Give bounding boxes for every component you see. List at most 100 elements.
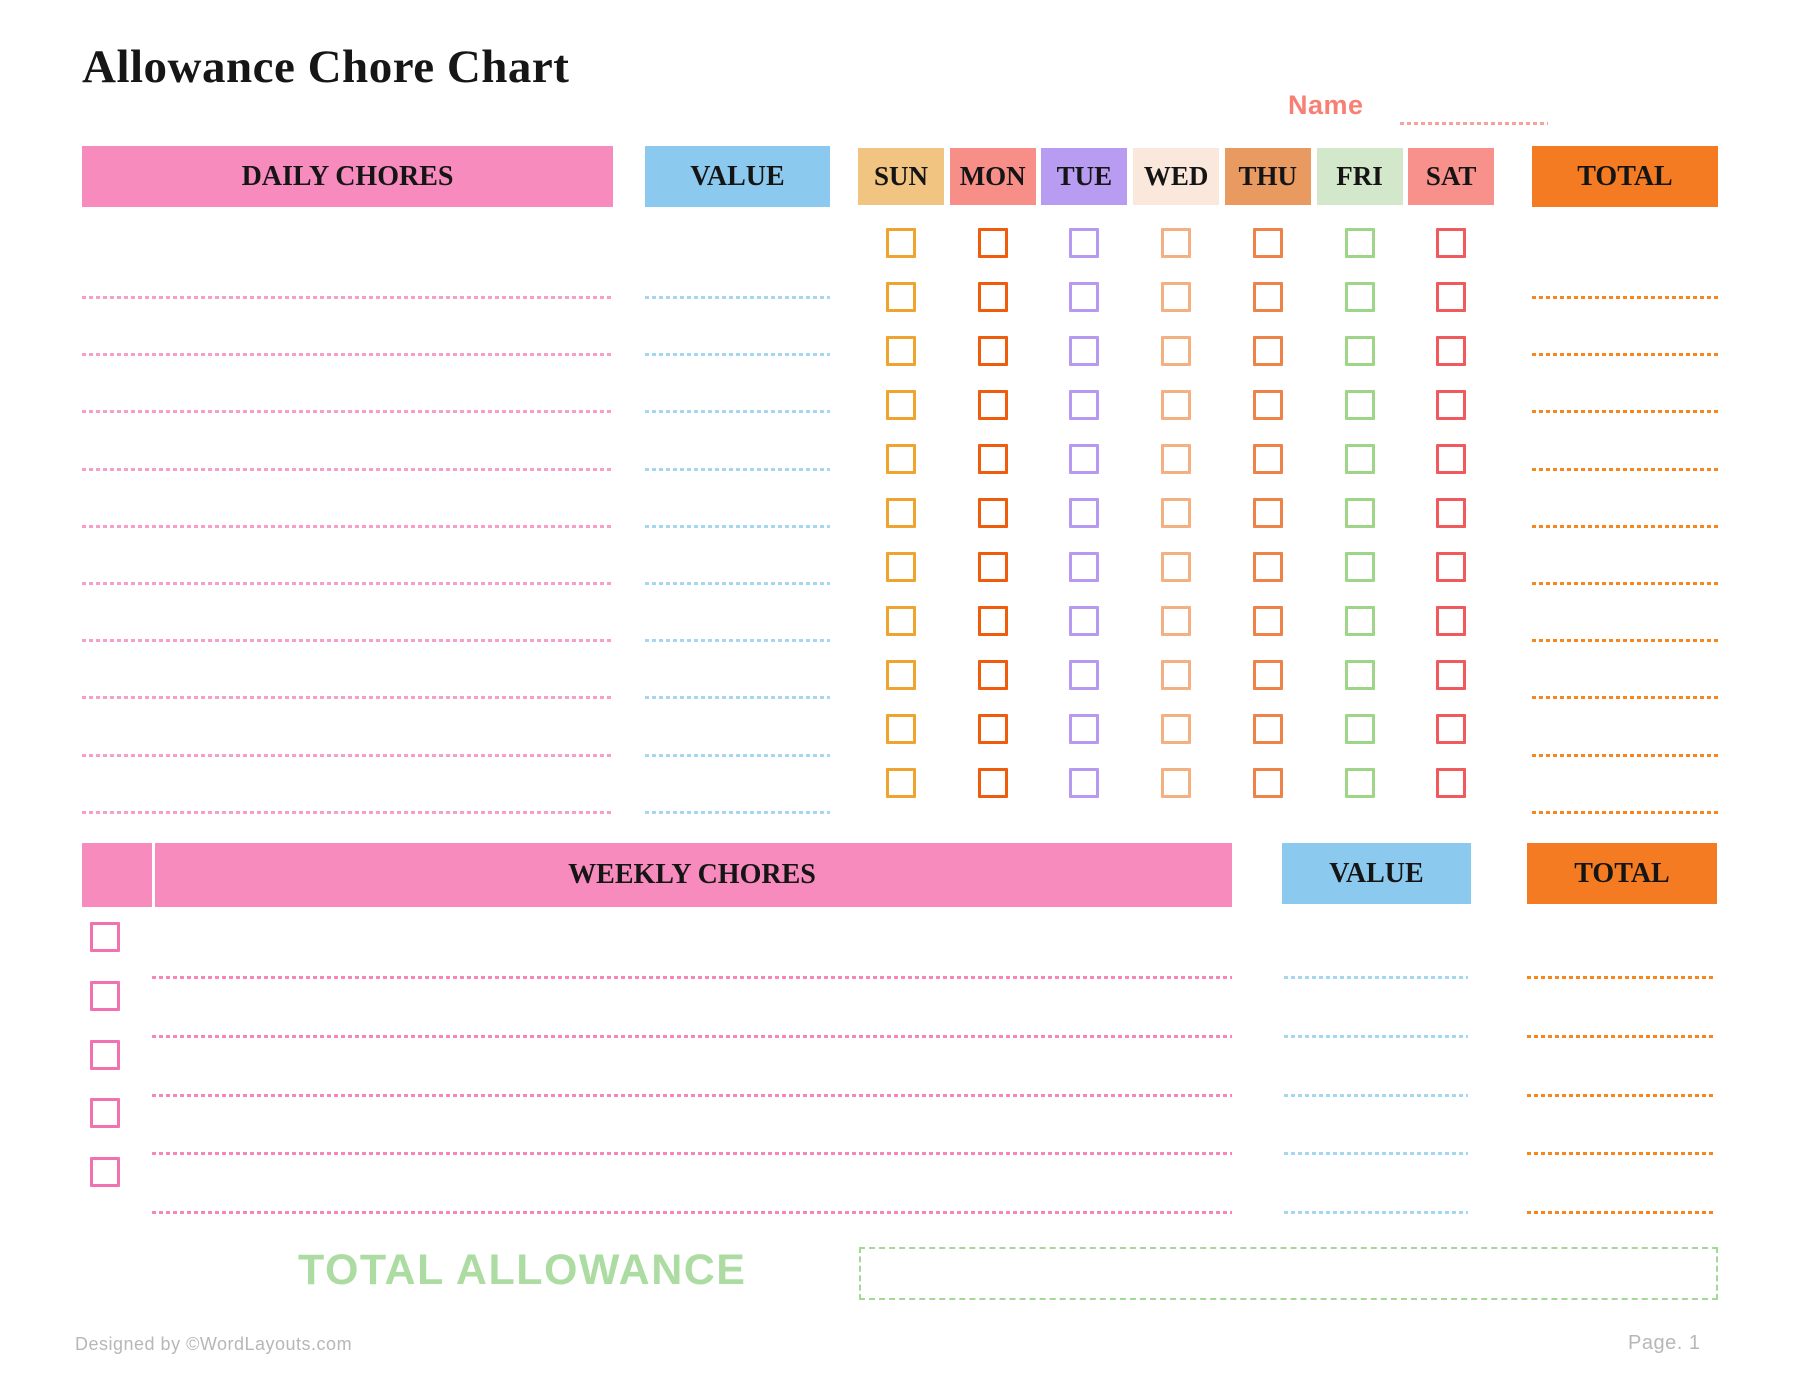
- daily-checkbox-tue-row9[interactable]: [1069, 660, 1099, 690]
- daily-checkbox-thu-row11[interactable]: [1253, 768, 1283, 798]
- daily-checkbox-mon-row1[interactable]: [978, 228, 1008, 258]
- daily-checkbox-sun-row6[interactable]: [886, 498, 916, 528]
- daily-checkbox-tue-row6[interactable]: [1069, 498, 1099, 528]
- daily-checkbox-sun-row3[interactable]: [886, 336, 916, 366]
- daily-checkbox-fri-row5[interactable]: [1345, 444, 1375, 474]
- daily-checkbox-sun-row9[interactable]: [886, 660, 916, 690]
- daily-checkbox-wed-row2[interactable]: [1161, 282, 1191, 312]
- daily-value-line-row10[interactable]: [645, 811, 830, 814]
- daily-checkbox-thu-row5[interactable]: [1253, 444, 1283, 474]
- daily-checkbox-sat-row11[interactable]: [1436, 768, 1466, 798]
- daily-chore-name-line-row4[interactable]: [82, 468, 613, 471]
- daily-checkbox-thu-row2[interactable]: [1253, 282, 1283, 312]
- daily-checkbox-fri-row3[interactable]: [1345, 336, 1375, 366]
- daily-checkbox-tue-row7[interactable]: [1069, 552, 1099, 582]
- weekly-total-line-row5[interactable]: [1527, 1211, 1716, 1214]
- weekly-value-line-row1[interactable]: [1284, 976, 1468, 979]
- daily-checkbox-wed-row5[interactable]: [1161, 444, 1191, 474]
- weekly-total-line-row3[interactable]: [1527, 1094, 1716, 1097]
- daily-checkbox-thu-row7[interactable]: [1253, 552, 1283, 582]
- daily-checkbox-tue-row5[interactable]: [1069, 444, 1099, 474]
- daily-total-line-row5[interactable]: [1532, 525, 1718, 528]
- daily-checkbox-sun-row4[interactable]: [886, 390, 916, 420]
- daily-checkbox-thu-row6[interactable]: [1253, 498, 1283, 528]
- daily-checkbox-wed-row6[interactable]: [1161, 498, 1191, 528]
- total-allowance-input-box[interactable]: [859, 1247, 1718, 1300]
- weekly-value-line-row3[interactable]: [1284, 1094, 1468, 1097]
- daily-checkbox-fri-row2[interactable]: [1345, 282, 1375, 312]
- daily-checkbox-sat-row9[interactable]: [1436, 660, 1466, 690]
- daily-checkbox-sat-row4[interactable]: [1436, 390, 1466, 420]
- daily-value-line-row1[interactable]: [645, 296, 830, 299]
- daily-value-line-row2[interactable]: [645, 353, 830, 356]
- daily-checkbox-fri-row4[interactable]: [1345, 390, 1375, 420]
- daily-checkbox-thu-row8[interactable]: [1253, 606, 1283, 636]
- daily-value-line-row3[interactable]: [645, 410, 830, 413]
- daily-checkbox-tue-row10[interactable]: [1069, 714, 1099, 744]
- daily-chore-name-line-row2[interactable]: [82, 353, 613, 356]
- daily-chore-name-line-row6[interactable]: [82, 582, 613, 585]
- daily-checkbox-sat-row2[interactable]: [1436, 282, 1466, 312]
- daily-checkbox-mon-row9[interactable]: [978, 660, 1008, 690]
- weekly-total-line-row4[interactable]: [1527, 1152, 1716, 1155]
- weekly-total-line-row1[interactable]: [1527, 976, 1716, 979]
- weekly-checkbox-row4[interactable]: [90, 1098, 120, 1128]
- weekly-chore-name-line-row2[interactable]: [152, 1035, 1232, 1038]
- daily-checkbox-wed-row8[interactable]: [1161, 606, 1191, 636]
- daily-checkbox-mon-row5[interactable]: [978, 444, 1008, 474]
- daily-total-line-row3[interactable]: [1532, 410, 1718, 413]
- weekly-checkbox-row2[interactable]: [90, 981, 120, 1011]
- daily-checkbox-sun-row5[interactable]: [886, 444, 916, 474]
- daily-total-line-row9[interactable]: [1532, 754, 1718, 757]
- daily-value-line-row7[interactable]: [645, 639, 830, 642]
- daily-checkbox-tue-row4[interactable]: [1069, 390, 1099, 420]
- daily-checkbox-mon-row3[interactable]: [978, 336, 1008, 366]
- daily-checkbox-sat-row8[interactable]: [1436, 606, 1466, 636]
- daily-checkbox-thu-row10[interactable]: [1253, 714, 1283, 744]
- daily-total-line-row4[interactable]: [1532, 468, 1718, 471]
- daily-checkbox-sat-row6[interactable]: [1436, 498, 1466, 528]
- daily-chore-name-line-row8[interactable]: [82, 696, 613, 699]
- daily-checkbox-wed-row1[interactable]: [1161, 228, 1191, 258]
- weekly-total-line-row2[interactable]: [1527, 1035, 1716, 1038]
- daily-value-line-row5[interactable]: [645, 525, 830, 528]
- daily-checkbox-wed-row3[interactable]: [1161, 336, 1191, 366]
- daily-checkbox-mon-row4[interactable]: [978, 390, 1008, 420]
- daily-checkbox-sun-row1[interactable]: [886, 228, 916, 258]
- weekly-checkbox-row5[interactable]: [90, 1157, 120, 1187]
- daily-total-line-row6[interactable]: [1532, 582, 1718, 585]
- daily-total-line-row1[interactable]: [1532, 296, 1718, 299]
- daily-chore-name-line-row3[interactable]: [82, 410, 613, 413]
- daily-checkbox-fri-row10[interactable]: [1345, 714, 1375, 744]
- daily-checkbox-wed-row11[interactable]: [1161, 768, 1191, 798]
- daily-checkbox-tue-row1[interactable]: [1069, 228, 1099, 258]
- daily-checkbox-thu-row4[interactable]: [1253, 390, 1283, 420]
- daily-checkbox-sat-row7[interactable]: [1436, 552, 1466, 582]
- name-input-line[interactable]: [1400, 122, 1548, 125]
- weekly-value-line-row4[interactable]: [1284, 1152, 1468, 1155]
- weekly-value-line-row5[interactable]: [1284, 1211, 1468, 1214]
- daily-value-line-row6[interactable]: [645, 582, 830, 585]
- daily-checkbox-fri-row6[interactable]: [1345, 498, 1375, 528]
- daily-checkbox-mon-row2[interactable]: [978, 282, 1008, 312]
- daily-total-line-row10[interactable]: [1532, 811, 1718, 814]
- daily-checkbox-mon-row11[interactable]: [978, 768, 1008, 798]
- weekly-chore-name-line-row4[interactable]: [152, 1152, 1232, 1155]
- daily-checkbox-fri-row9[interactable]: [1345, 660, 1375, 690]
- daily-checkbox-wed-row4[interactable]: [1161, 390, 1191, 420]
- daily-chore-name-line-row7[interactable]: [82, 639, 613, 642]
- daily-chore-name-line-row5[interactable]: [82, 525, 613, 528]
- daily-checkbox-sun-row8[interactable]: [886, 606, 916, 636]
- daily-checkbox-sat-row5[interactable]: [1436, 444, 1466, 474]
- daily-checkbox-tue-row11[interactable]: [1069, 768, 1099, 798]
- daily-checkbox-tue-row8[interactable]: [1069, 606, 1099, 636]
- daily-checkbox-mon-row7[interactable]: [978, 552, 1008, 582]
- daily-value-line-row4[interactable]: [645, 468, 830, 471]
- weekly-checkbox-row1[interactable]: [90, 922, 120, 952]
- daily-checkbox-thu-row3[interactable]: [1253, 336, 1283, 366]
- daily-checkbox-fri-row1[interactable]: [1345, 228, 1375, 258]
- weekly-chore-name-line-row3[interactable]: [152, 1094, 1232, 1097]
- daily-value-line-row9[interactable]: [645, 754, 830, 757]
- daily-checkbox-tue-row3[interactable]: [1069, 336, 1099, 366]
- daily-checkbox-thu-row9[interactable]: [1253, 660, 1283, 690]
